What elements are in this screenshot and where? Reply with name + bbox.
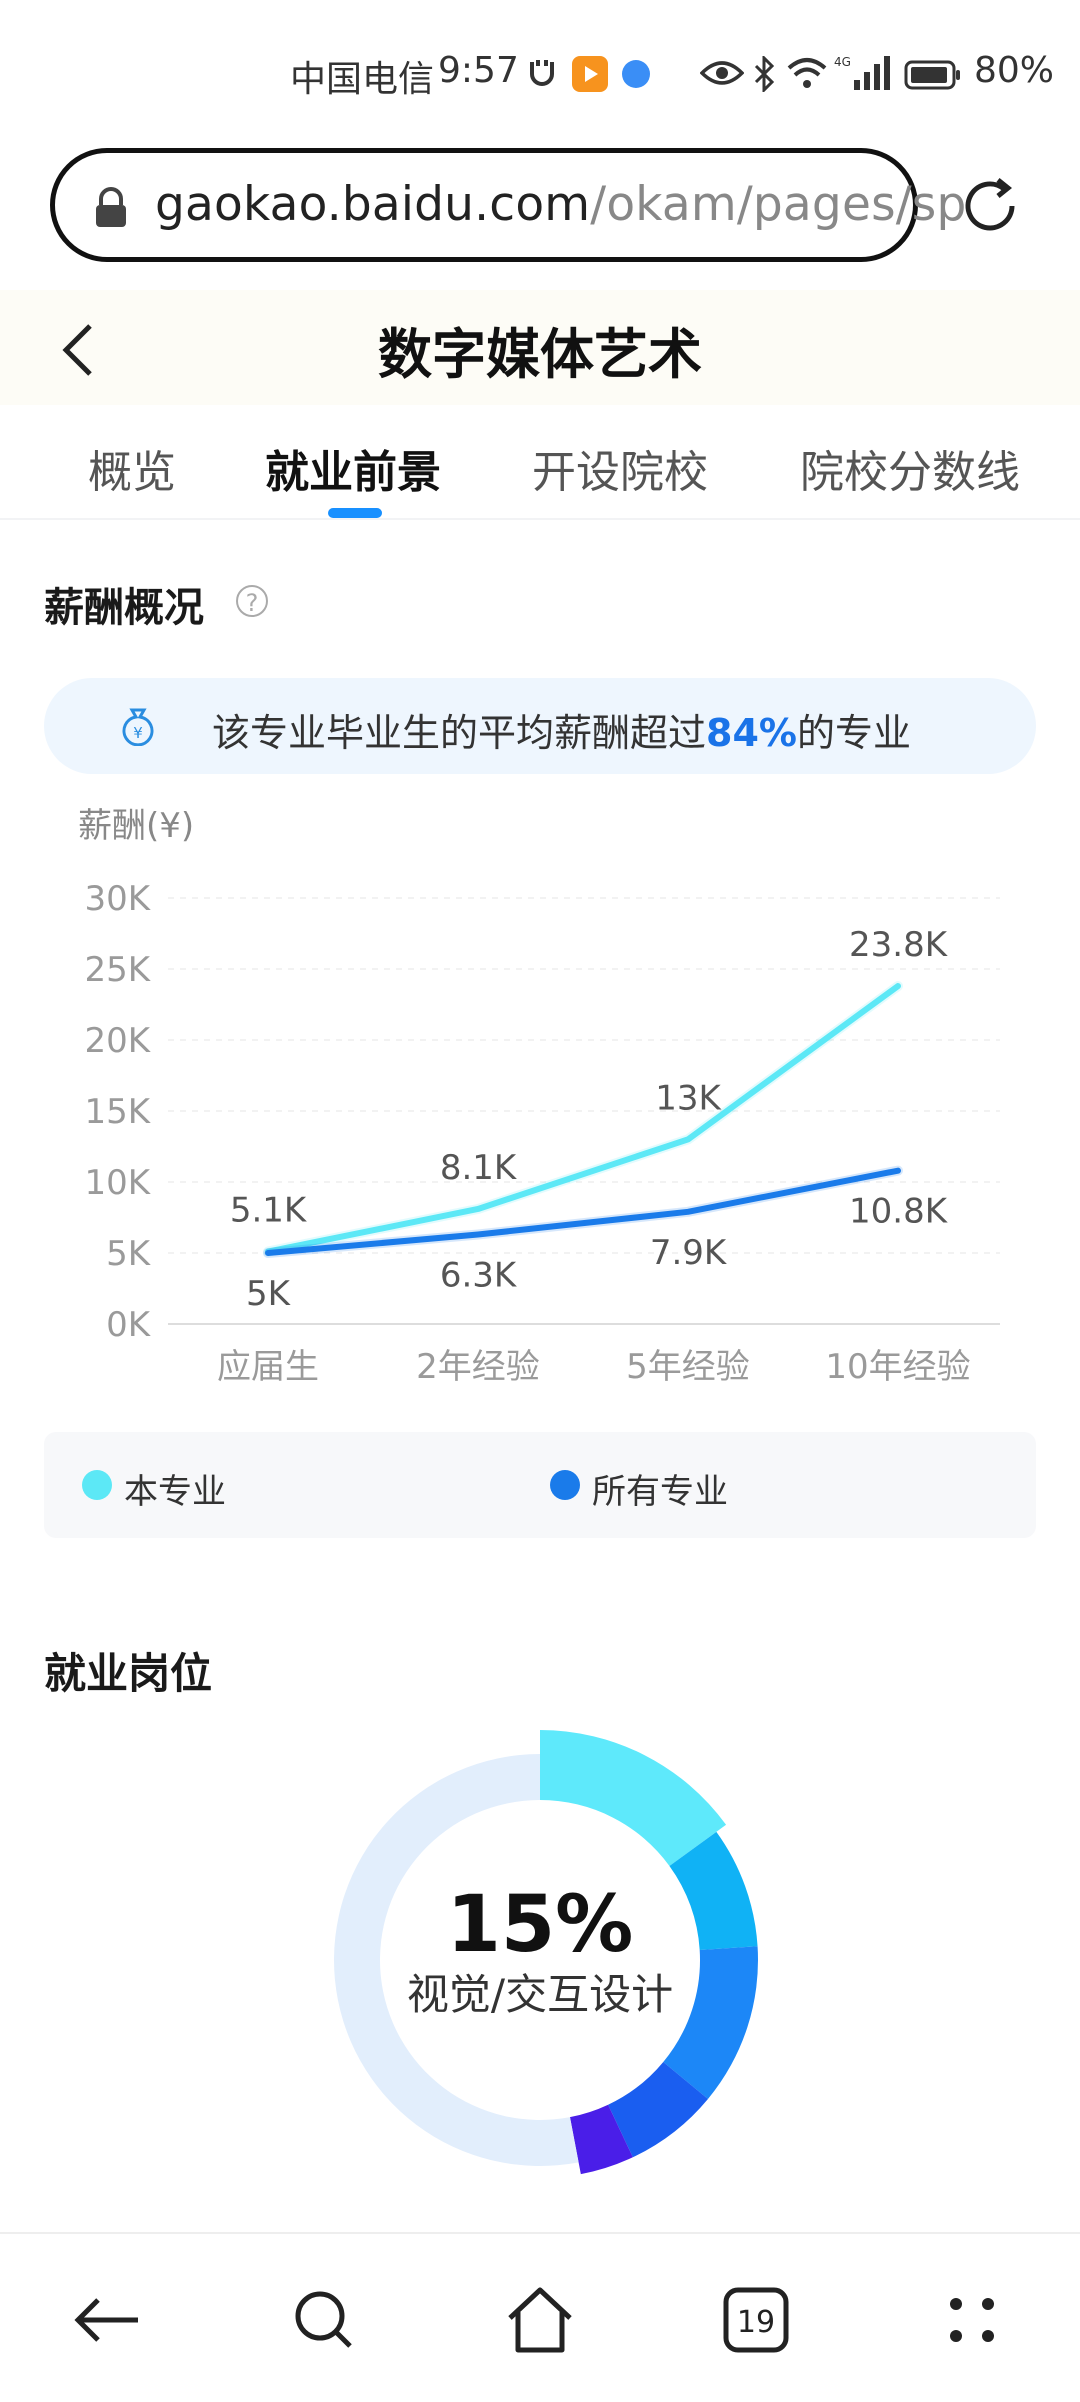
donut-segment (569, 2104, 633, 2175)
tab-schools[interactable]: 开设院校 (532, 447, 708, 498)
salary-chart: 薪酬(¥) 0K 5K 10K 15K 20K 25K 30K 应届生 2年经验 5年经验 10年… (78, 806, 1000, 1387)
reload-icon[interactable] (954, 170, 1026, 242)
data-label: 5.1K (230, 1191, 308, 1231)
data-label: 10.8K (849, 1192, 949, 1232)
data-label: 13K (655, 1078, 722, 1118)
data-label: 6.3K (440, 1256, 518, 1296)
legend-label-all: 所有专业 (592, 1472, 728, 1512)
x-tick-label: 应届生 (217, 1347, 319, 1387)
y-tick-label: 15K (84, 1092, 151, 1132)
section-title-salary: 薪酬概况 (44, 585, 204, 631)
legend-dot-all (550, 1470, 580, 1500)
series-line-all (265, 1167, 901, 1256)
chart-series (263, 981, 903, 1258)
donut-center-percent: 15% (446, 1880, 634, 1970)
bluetooth-icon (752, 54, 776, 96)
money-bag-icon: ¥ (118, 706, 158, 747)
menu-dots-icon[interactable] (932, 2280, 1012, 2360)
clock: 9:57 (438, 50, 519, 91)
y-tick-label: 0K (106, 1305, 152, 1345)
series-glow (263, 981, 903, 1257)
donut-segment (669, 1831, 758, 1950)
x-tick-label: 10年经验 (825, 1347, 970, 1387)
chart-grid (168, 897, 1000, 1325)
data-label: 23.8K (849, 925, 949, 965)
battery-percent: 80% (974, 50, 1055, 91)
legend-label-major: 本专业 (124, 1472, 226, 1512)
url-path: /okam/pages/sp (590, 177, 967, 232)
carrier-label: 中国电信 (290, 59, 435, 100)
url-text[interactable]: gaokao.baidu.com/okam/pages/sp (155, 177, 967, 232)
y-tick-label: 5K (106, 1234, 152, 1274)
y-tick-label: 10K (84, 1163, 151, 1203)
tab-employment[interactable]: 就业前景 (265, 447, 441, 498)
page-title: 数字媒体艺术 (378, 323, 702, 386)
section-title-jobs: 就业岗位 (44, 1649, 213, 1698)
donut-segment (663, 1946, 758, 2099)
salary-banner-text: 该专业毕业生的平均薪酬超过84%的专业 (212, 702, 911, 757)
bottom-nav (0, 2232, 1080, 2402)
signal-icon: 4G (834, 54, 890, 96)
x-tick-label: 5年经验 (626, 1347, 750, 1387)
tab-score-lines[interactable]: 院校分数线 (800, 447, 1020, 498)
search-icon[interactable] (284, 2280, 364, 2360)
divider (0, 518, 1080, 520)
home-icon[interactable] (500, 2280, 580, 2360)
status-bar: 中国电信 9:57 4G 80% (0, 0, 1080, 140)
data-label: 7.9K (650, 1233, 728, 1273)
video-app-icon (572, 56, 608, 92)
donut-segments (333, 1730, 758, 2175)
tabs-icon[interactable]: 19 (716, 2280, 796, 2360)
banner-suffix: 的专业 (796, 711, 911, 755)
help-icon[interactable]: ? (236, 585, 268, 617)
y-axis: 0K 5K 10K 15K 20K 25K 30K (84, 879, 151, 1345)
page-header (0, 290, 1080, 405)
wifi-icon (786, 56, 828, 94)
active-tab-indicator (328, 508, 382, 518)
y-tick-label: 20K (84, 1021, 151, 1061)
series-line-major (265, 983, 901, 1255)
svg-text:¥: ¥ (133, 724, 143, 742)
banner-prefix: 该专业毕业生的平均薪酬超过 (212, 711, 707, 755)
tab-count: 19 (737, 2305, 775, 2340)
donut-segment (608, 2061, 708, 2158)
notification-icon (528, 56, 556, 88)
x-tick-label: 2年经验 (416, 1347, 540, 1387)
series-glow (263, 1165, 903, 1258)
eye-icon (699, 58, 745, 92)
chevron-left-icon[interactable] (52, 318, 102, 382)
address-bar[interactable]: gaokao.baidu.com/okam/pages/sp (50, 148, 966, 262)
chart-legend (44, 1432, 1036, 1538)
battery-icon (904, 60, 962, 94)
y-axis-title: 薪酬(¥) (78, 806, 194, 846)
salary-banner (44, 678, 1036, 774)
tab-overview[interactable]: 概览 (88, 447, 176, 498)
data-labels: 5.1K 8.1K 13K 23.8K 5K 6.3K 7.9K 10.8K (230, 925, 949, 1314)
svg-text:4G: 4G (834, 55, 851, 69)
jobs-donut-chart (333, 1730, 758, 2175)
data-label: 5K (246, 1274, 292, 1314)
lock-icon (93, 187, 129, 233)
y-tick-label: 30K (84, 879, 151, 919)
legend-dot-major (82, 1470, 112, 1500)
app-status-icon (622, 60, 650, 88)
banner-highlight: 84% (706, 711, 797, 755)
url-host: gaokao.baidu.com (155, 177, 591, 232)
donut-segment (540, 1730, 727, 1866)
data-label: 8.1K (440, 1148, 518, 1188)
arrow-left-icon[interactable] (68, 2280, 148, 2360)
y-tick-label: 25K (84, 950, 151, 990)
donut-center-label: 视觉/交互设计 (406, 1970, 674, 2019)
x-axis: 应届生 2年经验 5年经验 10年经验 (217, 1347, 971, 1387)
donut-segment (333, 1754, 579, 2166)
